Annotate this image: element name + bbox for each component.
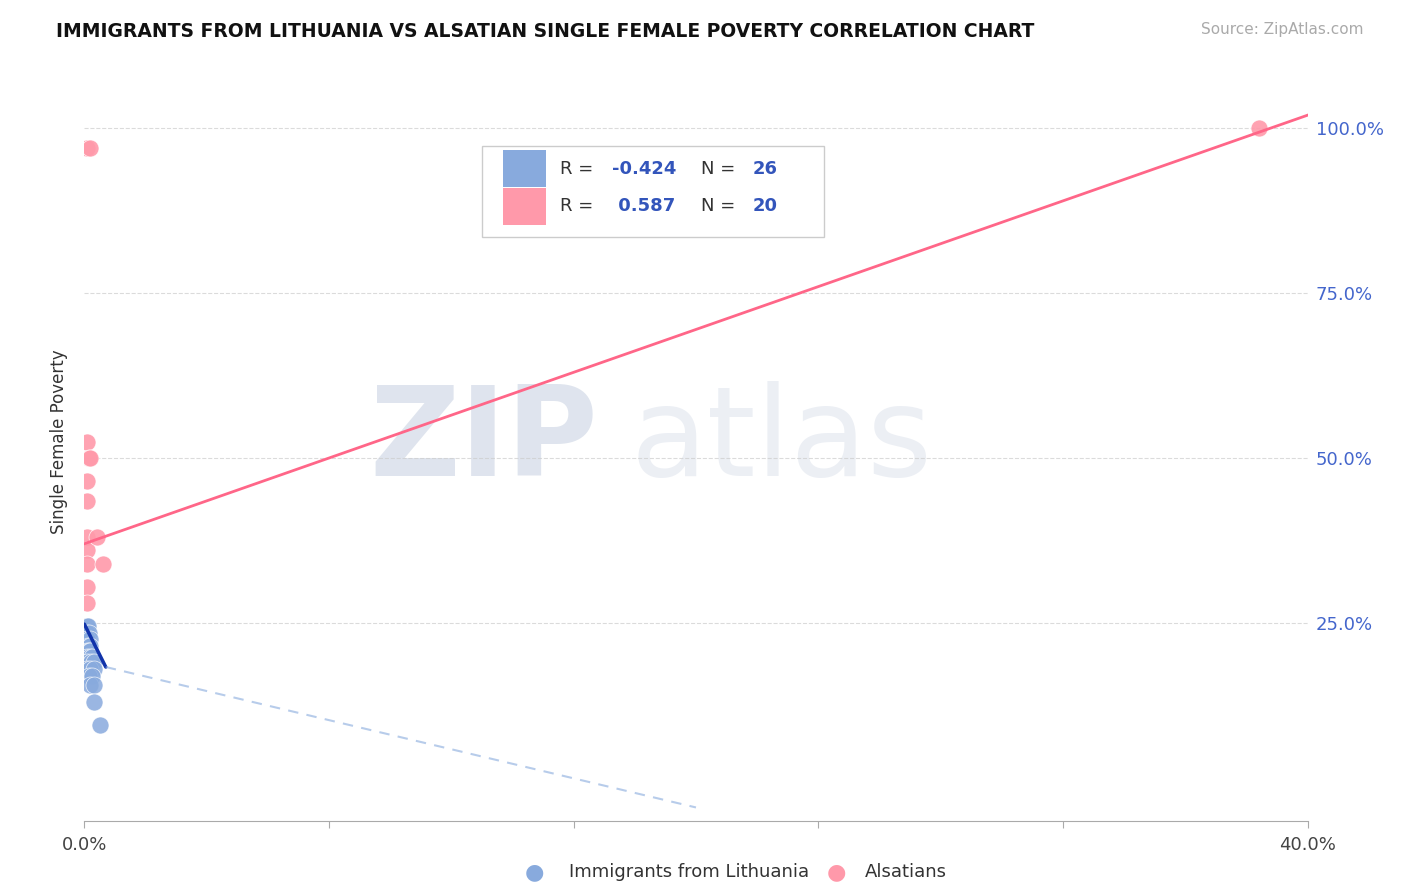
Text: N =: N =	[700, 197, 741, 216]
Text: N =: N =	[700, 160, 741, 178]
Point	[83, 662, 105, 676]
Point	[76, 474, 98, 488]
Text: ●: ●	[827, 863, 846, 882]
Point	[76, 557, 98, 571]
Text: R =: R =	[560, 197, 599, 216]
Point	[76, 632, 98, 647]
Y-axis label: Single Female Poverty: Single Female Poverty	[51, 350, 69, 533]
Text: -0.424: -0.424	[612, 160, 676, 178]
Bar	[503, 151, 546, 186]
Point	[76, 434, 98, 449]
Point	[83, 678, 105, 692]
Text: Immigrants from Lithuania: Immigrants from Lithuania	[569, 863, 810, 881]
Bar	[503, 188, 546, 225]
Point	[80, 650, 103, 665]
FancyBboxPatch shape	[482, 145, 824, 236]
Point	[83, 656, 105, 670]
Point	[77, 643, 100, 657]
Point	[76, 650, 98, 665]
Point	[77, 450, 100, 465]
Point	[79, 678, 101, 692]
Point	[79, 632, 101, 647]
Point	[79, 662, 101, 676]
Text: ZIP: ZIP	[370, 381, 598, 502]
Point	[79, 450, 101, 465]
Point	[76, 656, 98, 670]
Text: ●: ●	[524, 863, 544, 882]
Point	[79, 643, 101, 657]
Point	[76, 619, 98, 633]
Point	[79, 639, 101, 653]
Text: 0.587: 0.587	[612, 197, 675, 216]
Text: R =: R =	[560, 160, 599, 178]
Point	[76, 643, 98, 657]
Point	[86, 530, 108, 544]
Point	[76, 580, 98, 594]
Point	[77, 625, 100, 640]
Point	[79, 141, 101, 155]
Text: Source: ZipAtlas.com: Source: ZipAtlas.com	[1201, 22, 1364, 37]
Point	[80, 656, 103, 670]
Text: Alsatians: Alsatians	[865, 863, 946, 881]
Point	[76, 543, 98, 558]
Text: IMMIGRANTS FROM LITHUANIA VS ALSATIAN SINGLE FEMALE POVERTY CORRELATION CHART: IMMIGRANTS FROM LITHUANIA VS ALSATIAN SI…	[56, 22, 1035, 41]
Point	[1247, 121, 1270, 136]
Point	[83, 695, 105, 709]
Text: atlas: atlas	[630, 381, 932, 502]
Point	[77, 639, 100, 653]
Point	[76, 494, 98, 508]
Text: 20: 20	[752, 197, 778, 216]
Point	[77, 668, 100, 682]
Text: 26: 26	[752, 160, 778, 178]
Point	[76, 625, 98, 640]
Point	[77, 619, 100, 633]
Point	[79, 650, 101, 665]
Point	[76, 596, 98, 610]
Point	[76, 662, 98, 676]
Point	[89, 718, 111, 732]
Point	[80, 668, 103, 682]
Point	[76, 141, 98, 155]
Point	[91, 557, 114, 571]
Point	[76, 530, 98, 544]
